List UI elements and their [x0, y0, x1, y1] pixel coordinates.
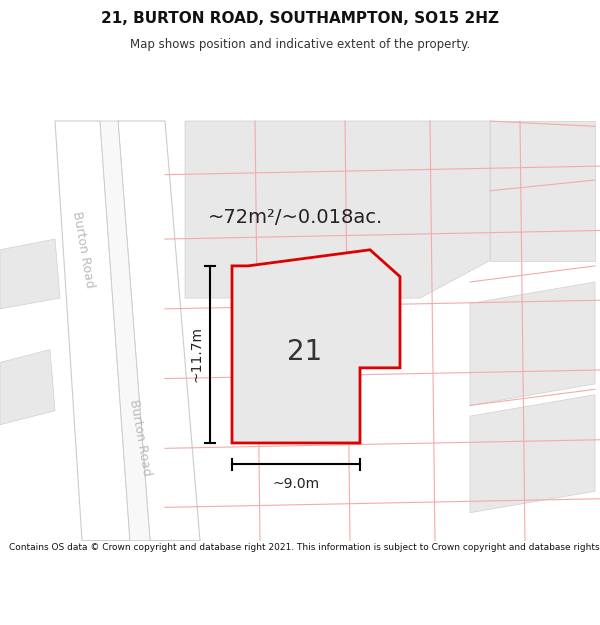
Text: ~11.7m: ~11.7m: [189, 326, 203, 382]
Polygon shape: [470, 394, 595, 512]
Polygon shape: [0, 349, 55, 425]
Text: 21, BURTON ROAD, SOUTHAMPTON, SO15 2HZ: 21, BURTON ROAD, SOUTHAMPTON, SO15 2HZ: [101, 11, 499, 26]
Polygon shape: [118, 121, 200, 541]
Polygon shape: [470, 282, 595, 406]
Polygon shape: [490, 121, 595, 261]
Text: 21: 21: [287, 338, 323, 366]
Text: ~72m²/~0.018ac.: ~72m²/~0.018ac.: [208, 208, 383, 227]
Text: Burton Road: Burton Road: [127, 398, 153, 477]
Text: Burton Road: Burton Road: [70, 211, 96, 289]
Polygon shape: [0, 239, 60, 309]
Text: ~9.0m: ~9.0m: [272, 477, 320, 491]
Polygon shape: [55, 121, 130, 541]
Polygon shape: [100, 121, 150, 541]
Text: Map shows position and indicative extent of the property.: Map shows position and indicative extent…: [130, 39, 470, 51]
Polygon shape: [185, 121, 490, 298]
Text: Contains OS data © Crown copyright and database right 2021. This information is : Contains OS data © Crown copyright and d…: [9, 543, 600, 552]
Polygon shape: [232, 250, 400, 443]
